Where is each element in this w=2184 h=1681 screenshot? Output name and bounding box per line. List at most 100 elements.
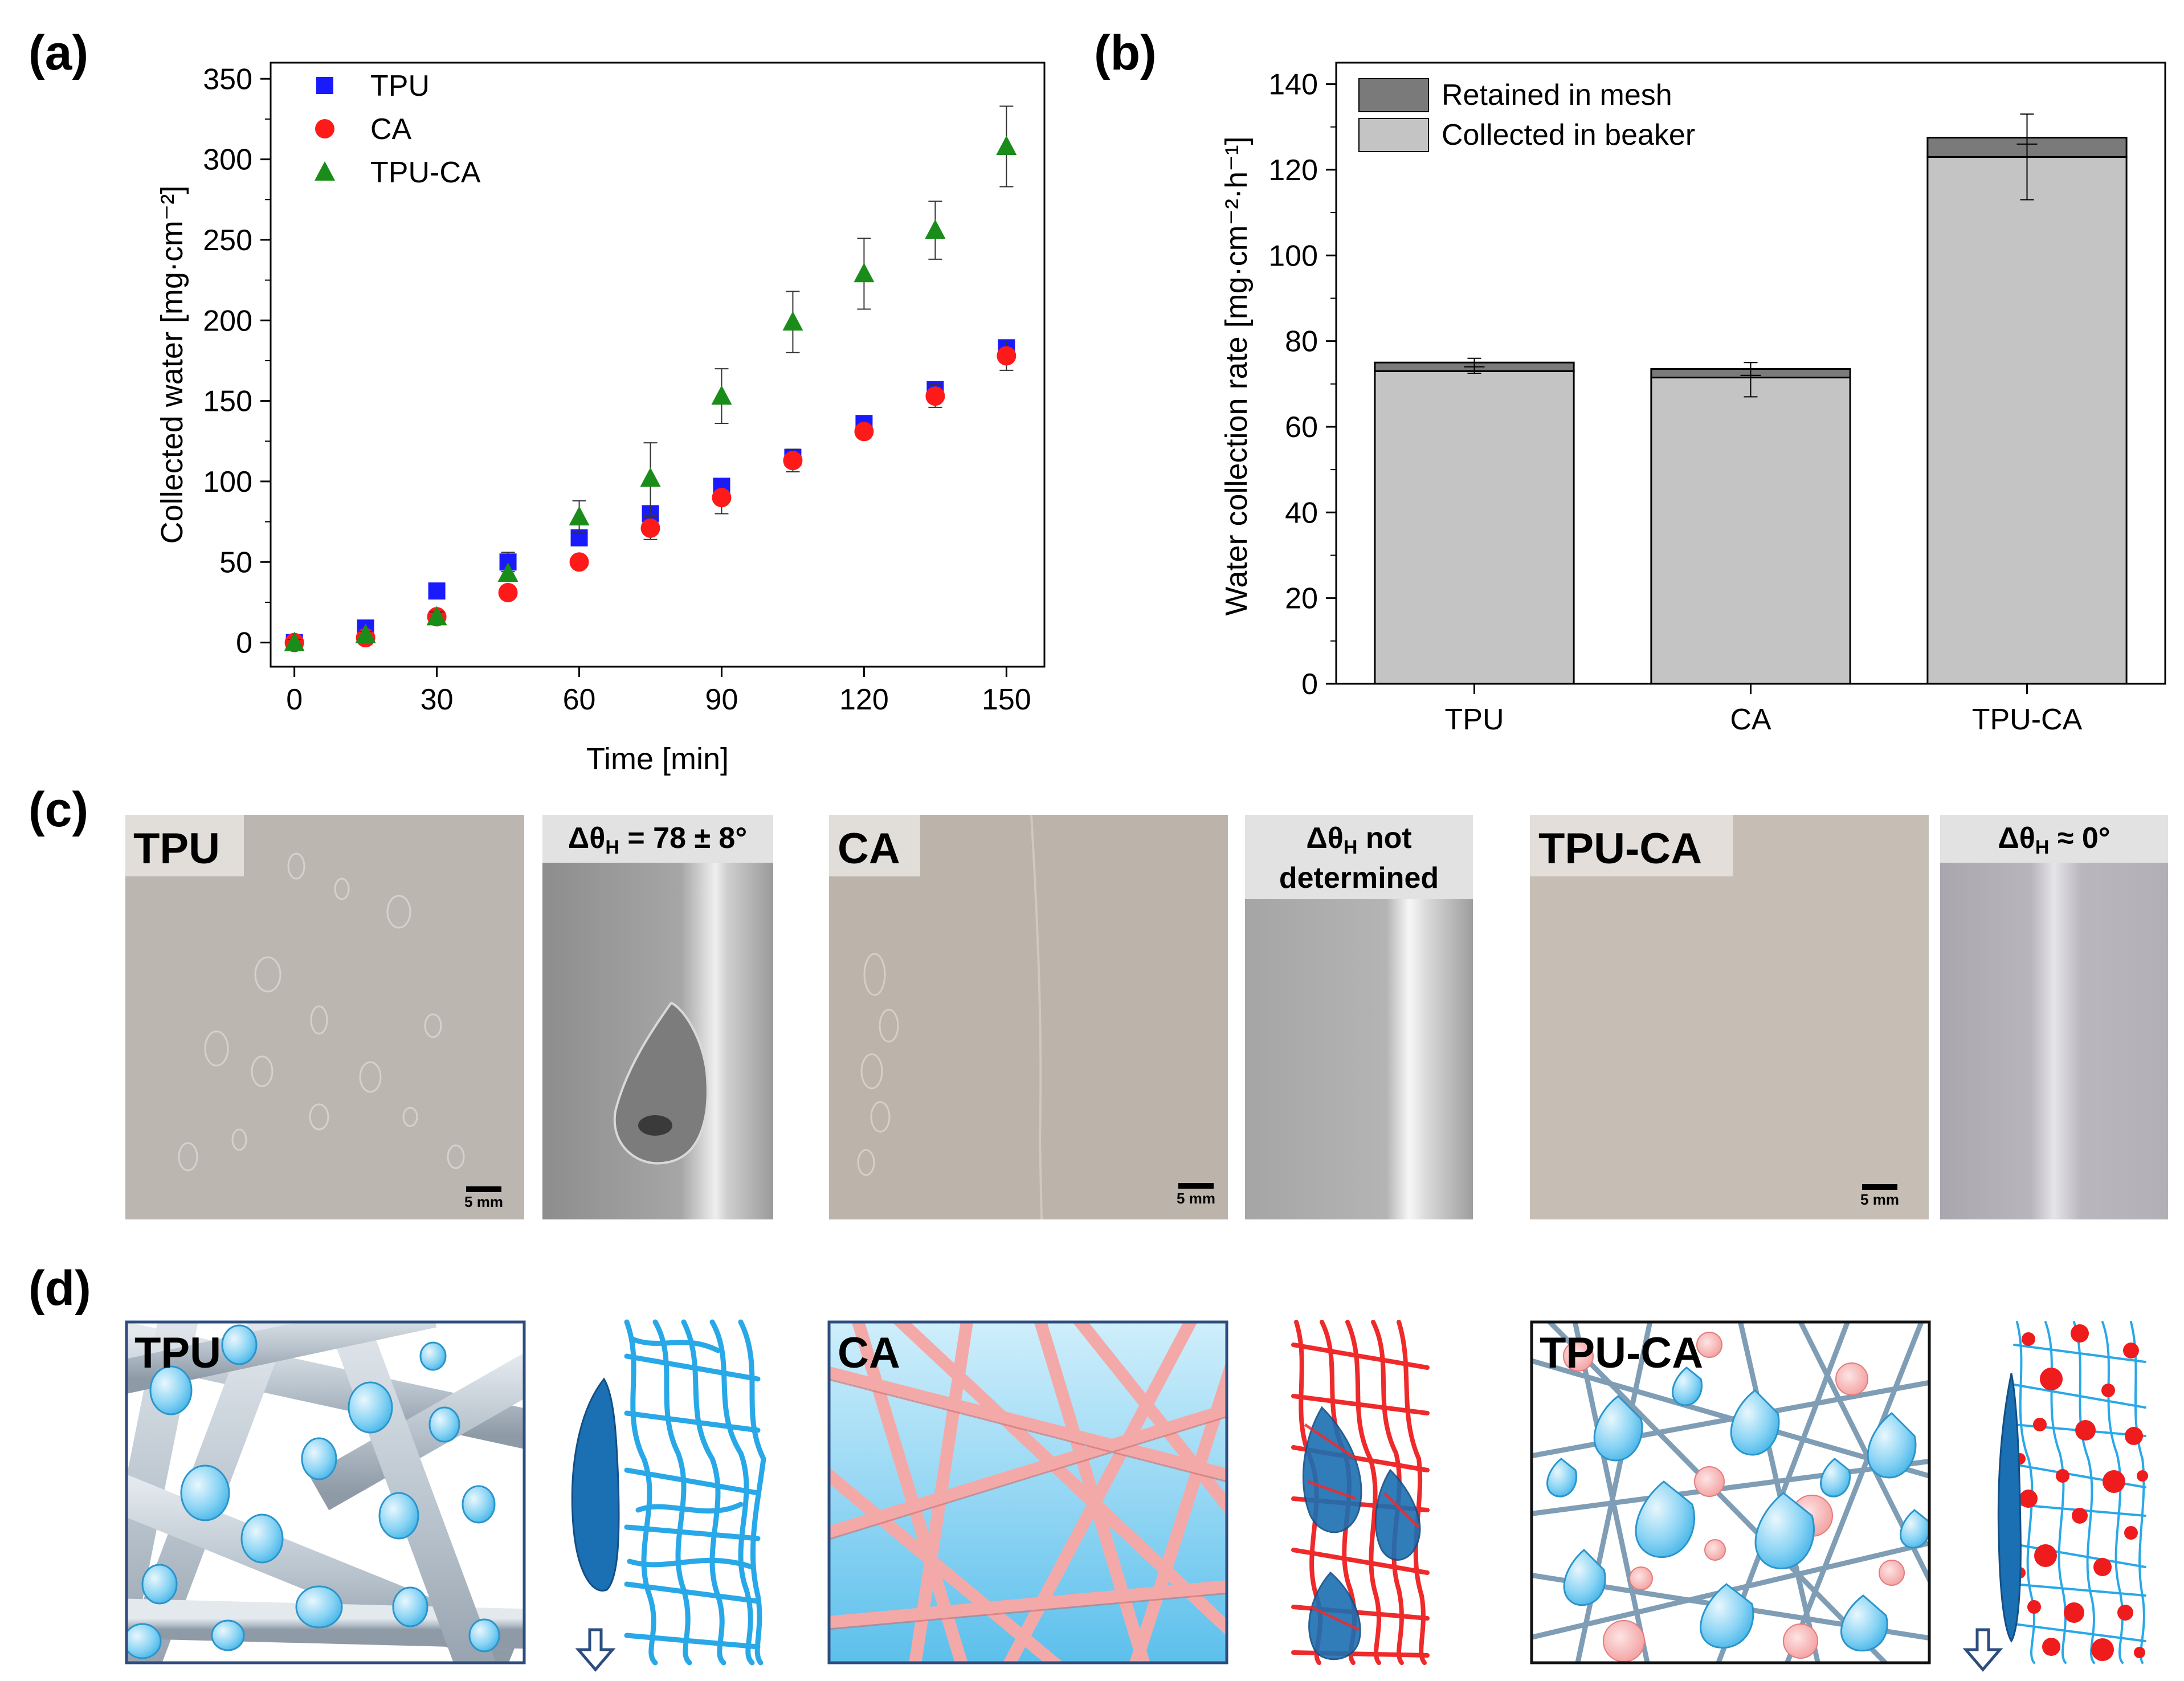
photo-ca: CA 5 mm <box>829 814 1228 1220</box>
chart-a-point-tpu-ca <box>497 562 519 582</box>
chart-b-y-tick-label: 100 <box>1268 239 1318 272</box>
mesh-side-tpu-ca-arrow-icon <box>1962 1628 2003 1672</box>
chart-a-point-tpu-ca <box>711 385 732 405</box>
angle-photo-tpu-label: ΔθH = 78 ± 8° <box>568 822 747 858</box>
chart-a-point-ca <box>783 451 803 471</box>
chart-b-y-tick-label: 40 <box>1285 496 1318 529</box>
chart-b-legend-label: Collected in beaker <box>1442 119 1695 152</box>
schematic-ca: CA <box>827 1320 1228 1664</box>
photo-row: TPU 5 mm ΔθH = 78 ± 8° CA 5 <box>125 814 2168 1220</box>
chart-a-point-ca <box>854 422 874 442</box>
chart-b-y-axis-title: Water collection rate [mg·cm⁻²·h⁻¹] <box>1219 136 1254 615</box>
mesh-side-tpu-arrow-icon <box>575 1628 616 1672</box>
chart-b-y-tick-label: 0 <box>1301 668 1318 701</box>
schematic-row: TPU <box>125 1319 2148 1672</box>
chart-b-legend: Retained in mesh Collected in beaker <box>1358 78 1695 152</box>
chart-a-point-ca <box>712 488 732 508</box>
angle-photo-tpu-ca-label-bg <box>1940 815 2168 863</box>
photo-tpu-label: TPU <box>133 825 220 873</box>
chart-a-legend: TPU CA TPU-CA <box>315 70 481 189</box>
chart-a-y-tick-label: 0 <box>236 627 252 660</box>
chart-a-ticks: 0 30 60 90 120 150 0 50 100 150 200 250 300 350 <box>203 63 1031 716</box>
chart-a-point-tpu-ca <box>284 631 305 651</box>
chart-b-bar-tpu-ca-beaker <box>1926 156 2128 685</box>
photo-tpu-ca-label-bg <box>1530 815 1733 876</box>
chart-a-point-tpu-ca <box>925 219 946 239</box>
schematic-tpu-label: TPU <box>134 1329 221 1377</box>
schematic-ca-label: CA <box>838 1329 900 1377</box>
photo-tpu-label-bg <box>125 815 244 876</box>
chart-a-point-tpu-ca <box>569 506 590 526</box>
schematic-tpu-droplets <box>126 1324 500 1659</box>
chart-b-x-tick-label: TPU-CA <box>1972 703 2083 736</box>
chart-a: 0 30 60 90 120 150 0 50 100 150 200 250 300 350 TPU CA… <box>155 62 1046 776</box>
schematic-ca-frame <box>827 1320 1228 1664</box>
angle-photo-ca: ΔθH not determined <box>1245 815 1473 1219</box>
chart-b-x-tick-label: TPU <box>1445 703 1504 736</box>
chart-a-point-tpu-ca <box>640 467 661 487</box>
chart-a-legend-marker-tpu-ca <box>315 161 335 181</box>
photo-tpu-ca-scale-text: 5 mm <box>1860 1191 1899 1208</box>
schematic-tpu-ca: TPU-CA <box>1530 1320 1931 1664</box>
photo-ca-scale-text: 5 mm <box>1177 1190 1215 1207</box>
chart-a-point-ca <box>640 518 660 538</box>
photo-tpu-ca-surface <box>1530 815 1929 1219</box>
chart-a-y-tick-label: 250 <box>203 224 252 257</box>
photo-tpu-scale-bar <box>466 1186 501 1192</box>
mesh-side-tpu-ca-droplet <box>1997 1373 2022 1643</box>
angle-photo-tpu-ca-label: ΔθH ≈ 0° <box>1998 822 2110 858</box>
chart-a-point-ca <box>997 346 1017 366</box>
mesh-side-ca-droplets <box>1302 1406 1421 1660</box>
chart-a-point-ca <box>925 386 945 406</box>
chart-a-point-tpu-ca <box>782 311 803 331</box>
mesh-side-tpu-ca <box>1962 1321 2148 1672</box>
panel-label-a: (a) <box>28 26 88 80</box>
chart-b-bar-ca-beaker <box>1650 377 1851 685</box>
chart-a-y-tick-label: 300 <box>203 144 252 177</box>
schematic-tpu-ca-droplets <box>1546 1366 1929 1652</box>
chart-a-point-ca <box>569 552 589 572</box>
panel-label-c: (c) <box>28 782 88 837</box>
photo-ca-scale-bar <box>1178 1183 1214 1189</box>
photo-tpu-ca-scale-bar <box>1862 1184 1897 1190</box>
chart-a-point-tpu-ca <box>854 263 875 283</box>
chart-a-y-tick-label: 350 <box>203 63 252 96</box>
chart-a-legend-label: TPU <box>370 70 430 103</box>
chart-a-x-tick-label: 90 <box>705 683 738 716</box>
chart-b-bar-tpu-beaker <box>1374 370 1575 685</box>
photo-tpu-ca-label: TPU-CA <box>1538 825 1702 873</box>
chart-a-legend-marker-tpu <box>316 77 333 94</box>
chart-a-legend-marker-ca <box>315 119 334 138</box>
chart-b: 0 20 40 60 80 100 120 140 TPU CA TPU-CA Retained i… <box>1219 62 2166 736</box>
schematic-tpu-frame <box>125 1320 526 1664</box>
chart-a-y-tick-label: 50 <box>219 546 252 579</box>
schematic-tpu-ca-label: TPU-CA <box>1540 1329 1703 1377</box>
schematic-tpu: TPU <box>125 1320 526 1664</box>
chart-a-x-tick-label: 0 <box>286 683 303 716</box>
angle-photo-ca-label-bg <box>1245 815 1473 899</box>
chart-a-point-tpu-ca <box>426 606 447 626</box>
angle-photo-tpu-droplet <box>613 1001 709 1165</box>
chart-b-legend-swatch <box>1358 78 1429 112</box>
chart-b-y-tick-label: 140 <box>1268 68 1318 101</box>
schematic-tpu-ca-frame <box>1530 1320 1931 1664</box>
photo-ca-surface <box>829 815 1228 1219</box>
angle-photo-tpu-label-bg <box>542 815 773 863</box>
photo-tpu: TPU 5 mm <box>125 815 524 1219</box>
chart-b-ticks: 0 20 40 60 80 100 120 140 TPU CA TPU-CA <box>1268 68 2082 736</box>
chart-a-point-tpu-ca <box>996 135 1017 155</box>
chart-a-y-axis-title: Collected water [mg·cm⁻²] <box>155 186 189 544</box>
chart-b-y-tick-label: 120 <box>1268 154 1318 187</box>
chart-b-y-tick-label: 60 <box>1285 411 1318 444</box>
chart-b-legend-swatch <box>1358 118 1429 152</box>
chart-a-point-tpu <box>428 582 446 600</box>
panel-label-d: (d) <box>28 1261 91 1316</box>
angle-photo-ca-label: ΔθH not <box>1306 822 1411 858</box>
angle-photo-ca-label-line2: determined <box>1279 862 1439 895</box>
photo-tpu-ca: TPU-CA 5 mm <box>1530 815 1929 1219</box>
chart-a-legend-label: CA <box>370 113 412 146</box>
chart-a-y-tick-label: 150 <box>203 385 252 418</box>
chart-a-y-tick-label: 100 <box>203 466 252 499</box>
mesh-side-tpu-fibers <box>624 1319 766 1666</box>
